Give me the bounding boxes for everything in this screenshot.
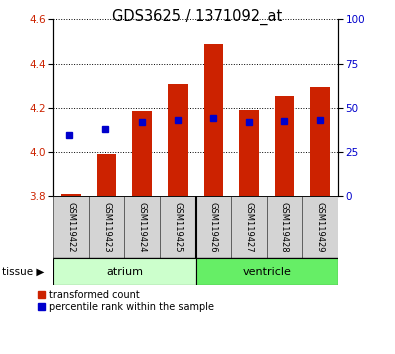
Text: tissue ▶: tissue ▶ — [2, 267, 44, 277]
Bar — [302, 196, 338, 258]
Bar — [203, 44, 223, 196]
Bar — [53, 196, 89, 258]
Text: GSM119424: GSM119424 — [138, 202, 147, 253]
Text: GSM119423: GSM119423 — [102, 202, 111, 253]
Bar — [132, 111, 152, 196]
Bar — [267, 196, 302, 258]
Text: GSM119422: GSM119422 — [67, 202, 75, 253]
Bar — [196, 196, 231, 258]
Bar — [124, 196, 160, 258]
Legend: transformed count, percentile rank within the sample: transformed count, percentile rank withi… — [38, 290, 214, 312]
Text: GSM119428: GSM119428 — [280, 202, 289, 253]
Text: atrium: atrium — [106, 267, 143, 277]
Bar — [61, 194, 81, 196]
Bar — [275, 96, 294, 196]
Text: GSM119425: GSM119425 — [173, 202, 182, 253]
Bar — [239, 110, 259, 196]
Text: ventricle: ventricle — [242, 267, 291, 277]
Bar — [231, 196, 267, 258]
Bar — [89, 196, 124, 258]
Text: GDS3625 / 1371092_at: GDS3625 / 1371092_at — [112, 9, 283, 25]
Text: GSM119426: GSM119426 — [209, 202, 218, 253]
Bar — [97, 154, 117, 196]
Bar — [160, 196, 196, 258]
Bar — [196, 258, 338, 285]
Text: GSM119427: GSM119427 — [245, 202, 253, 253]
Bar — [310, 87, 330, 196]
Bar — [168, 84, 188, 196]
Bar — [53, 258, 196, 285]
Text: GSM119429: GSM119429 — [316, 202, 324, 253]
